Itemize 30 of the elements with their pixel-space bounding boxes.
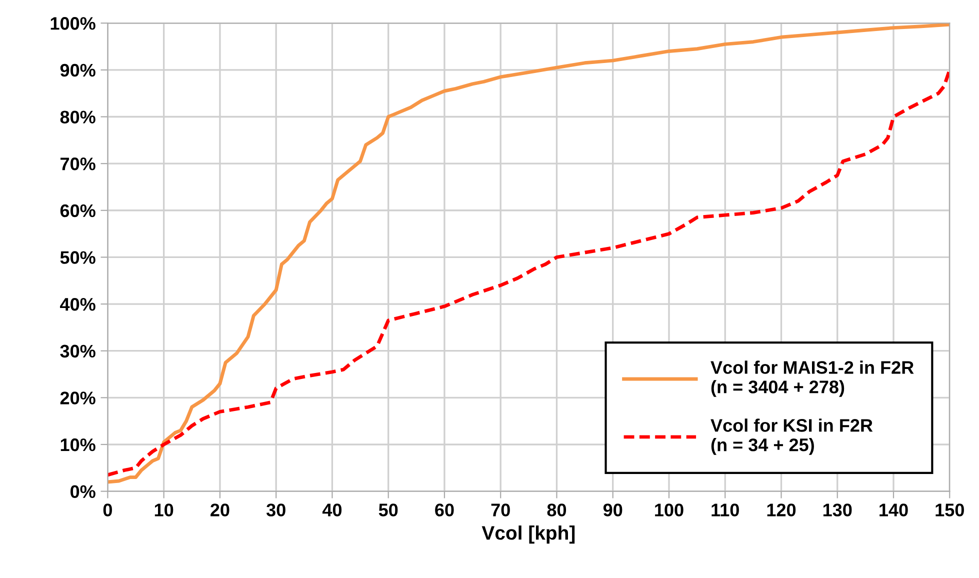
x-tick-label: 40	[322, 504, 342, 516]
y-tick-label: 60%	[60, 204, 96, 218]
x-tick-label: 10	[154, 504, 174, 516]
y-tick-label: 30%	[60, 344, 96, 358]
y-tick-label: 0%	[70, 485, 96, 498]
y-tick-label: 70%	[60, 158, 96, 170]
x-tick-label: 100	[655, 504, 684, 516]
x-tick-label: 140	[880, 504, 908, 516]
y-tick-label: 50%	[60, 251, 96, 264]
x-tick-label: 150	[936, 504, 964, 516]
x-tick-label: 0	[103, 504, 112, 516]
y-tick-label: 10%	[60, 438, 96, 452]
x-tick-label: 80	[547, 504, 566, 516]
x-tick-label: 90	[603, 504, 622, 516]
x-tick-label: 60	[435, 504, 454, 516]
y-tick-label: 100%	[50, 17, 96, 30]
x-tick-label: 120	[767, 504, 796, 516]
x-tick-label: 70	[491, 504, 510, 516]
legend-label: Vcol for MAIS1-2 in F2R (n = 3404 + 278)	[710, 360, 914, 397]
y-tick-label: 80%	[60, 110, 96, 124]
legend-label: Vcol for KSI in F2R (n = 34 + 25)	[710, 418, 873, 455]
x-axis-title: Vcol [kph]	[482, 525, 575, 544]
x-tick-label: 30	[266, 504, 286, 516]
y-tick-label: 90%	[60, 64, 96, 77]
x-tick-label: 50	[378, 504, 398, 516]
y-tick-label: 40%	[60, 298, 96, 311]
x-tick-label: 20	[210, 504, 230, 516]
x-tick-label: 110	[712, 504, 739, 516]
x-tick-label: 130	[823, 504, 852, 516]
y-tick-label: 20%	[60, 392, 96, 404]
